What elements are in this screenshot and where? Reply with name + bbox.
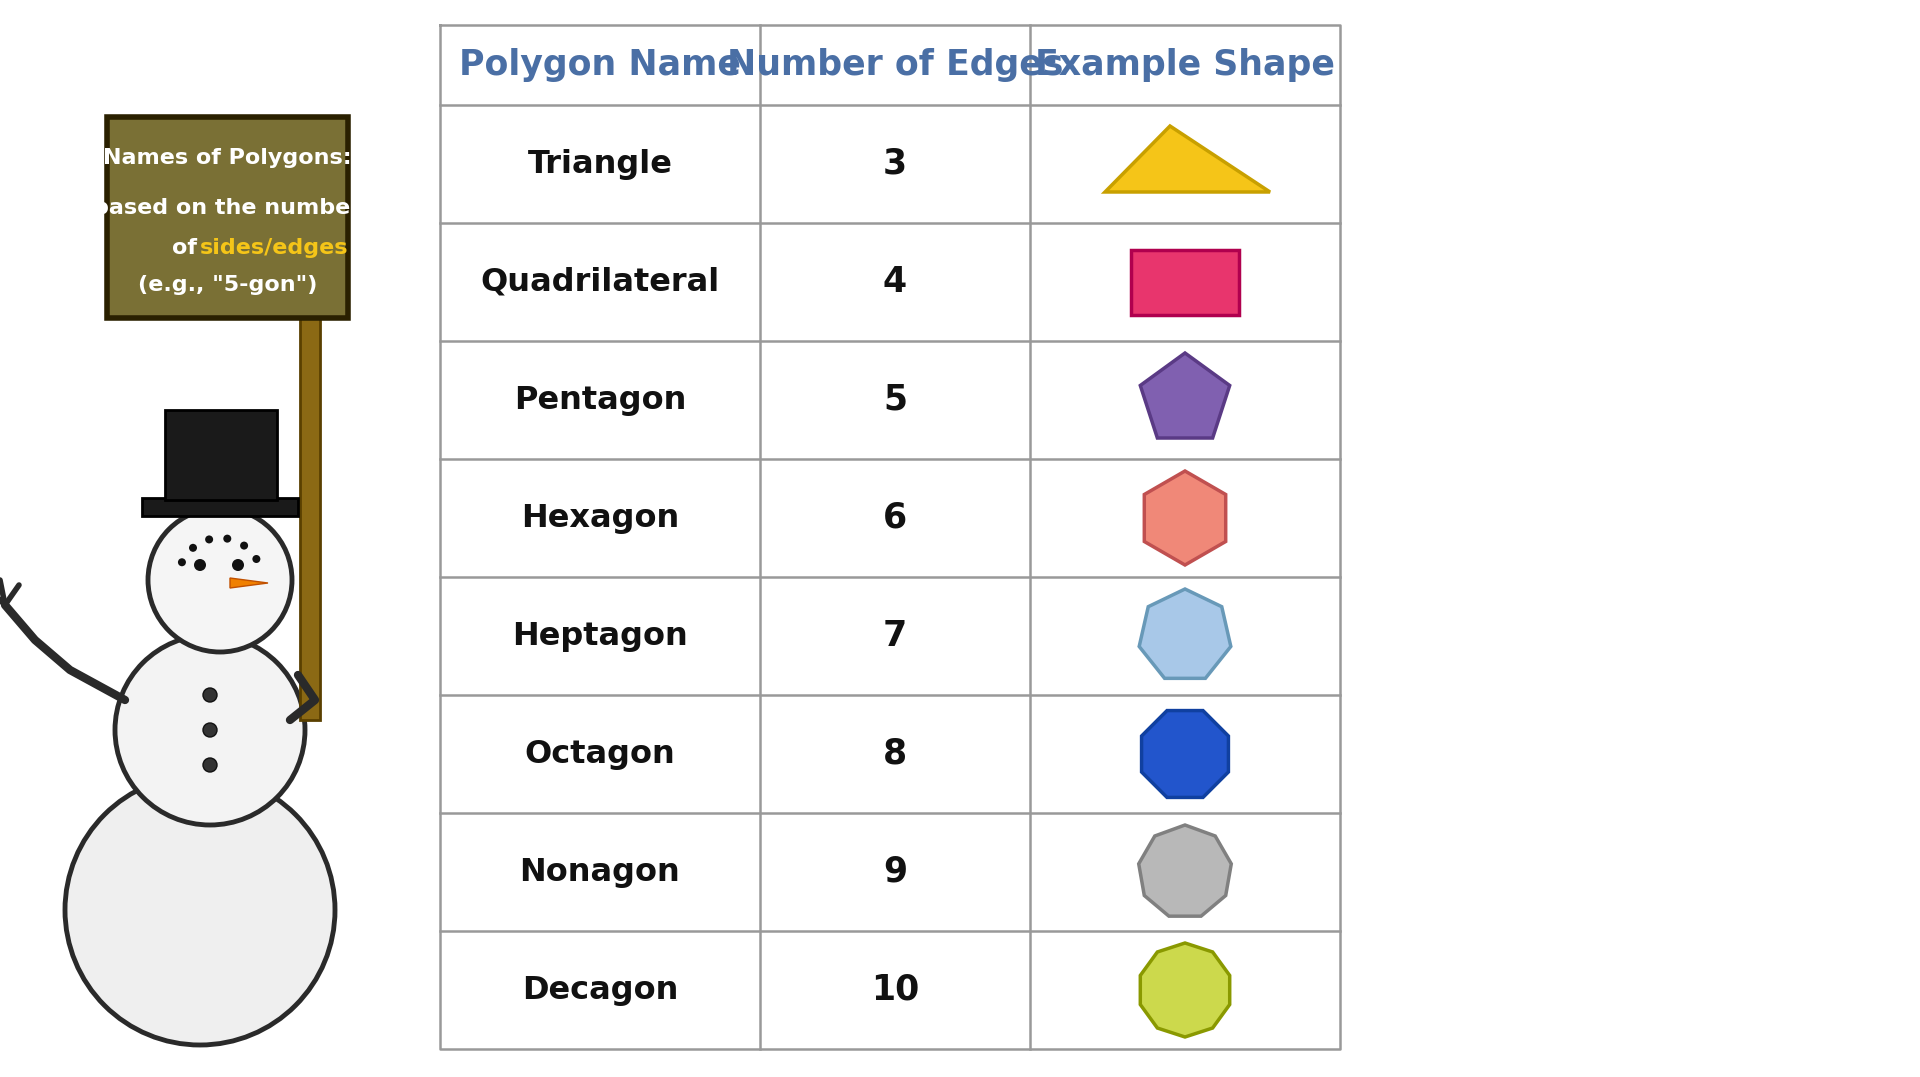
Text: Polygon Name: Polygon Name [459, 48, 741, 82]
Text: Octagon: Octagon [524, 739, 676, 769]
Text: Number of Edges: Number of Edges [728, 48, 1064, 82]
Text: 9: 9 [883, 855, 906, 889]
Circle shape [204, 688, 217, 702]
Bar [1131, 250, 1238, 314]
Circle shape [232, 559, 244, 571]
Circle shape [223, 534, 230, 543]
Circle shape [204, 723, 217, 737]
Text: of: of [173, 238, 205, 258]
Bar [300, 150, 321, 721]
Text: Decagon: Decagon [522, 975, 678, 1006]
Circle shape [188, 544, 198, 551]
Text: Hexagon: Hexagon [520, 503, 680, 533]
Text: 5: 5 [883, 383, 906, 417]
Text: Example Shape: Example Shape [1035, 48, 1334, 82]
Circle shape [252, 555, 261, 563]
Polygon shape [1139, 825, 1231, 917]
Circle shape [148, 508, 292, 652]
Polygon shape [1140, 353, 1229, 438]
Polygon shape [1106, 126, 1269, 192]
Bar [142, 498, 298, 516]
Text: 3: 3 [883, 146, 906, 181]
Circle shape [179, 558, 186, 567]
Text: 10: 10 [872, 973, 920, 1007]
Polygon shape [1144, 471, 1225, 565]
Text: Names of Polygons:: Names of Polygons: [104, 148, 351, 168]
Polygon shape [1140, 943, 1229, 1037]
Text: based on the number: based on the number [94, 198, 361, 218]
Text: Quadrilateral: Quadrilateral [480, 266, 720, 297]
Text: 6: 6 [883, 501, 906, 535]
Circle shape [115, 635, 305, 825]
Circle shape [194, 559, 205, 571]
Text: 8: 8 [883, 737, 906, 771]
Text: Nonagon: Nonagon [520, 856, 680, 887]
Text: Triangle: Triangle [528, 149, 672, 180]
Circle shape [205, 535, 213, 544]
Bar [165, 410, 276, 500]
Text: (e.g., "5-gon"): (e.g., "5-gon") [138, 275, 317, 295]
Polygon shape [1139, 589, 1231, 679]
Text: 4: 4 [883, 265, 906, 299]
Polygon shape [230, 578, 269, 588]
Polygon shape [1142, 711, 1229, 797]
Text: sides/edges: sides/edges [200, 238, 348, 258]
Text: Heptagon: Heptagon [513, 620, 687, 652]
Circle shape [204, 758, 217, 772]
Circle shape [65, 775, 334, 1045]
FancyBboxPatch shape [108, 117, 348, 318]
Text: 7: 7 [883, 619, 906, 653]
Circle shape [240, 542, 248, 549]
Text: Pentagon: Pentagon [515, 384, 685, 416]
